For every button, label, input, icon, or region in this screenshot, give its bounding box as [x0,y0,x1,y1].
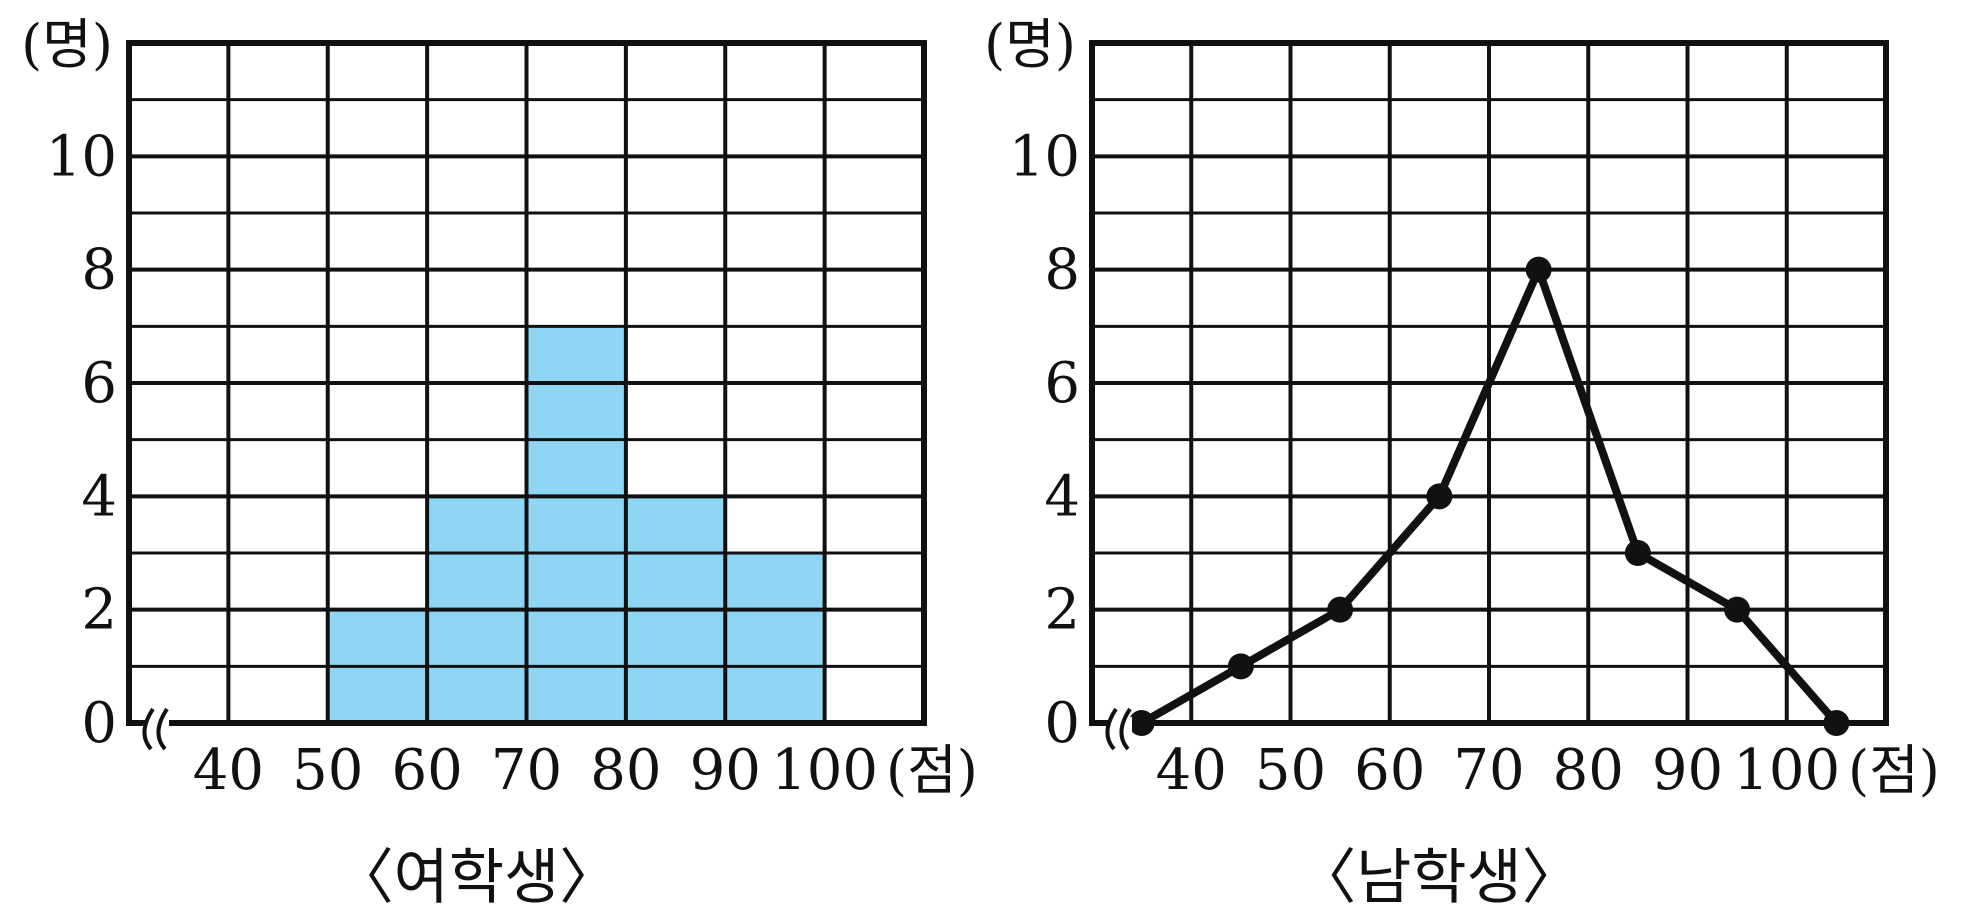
histogram-bar-4 [725,553,825,723]
axis-break-stroke [142,707,155,751]
x-tick-label: 40 [193,738,264,803]
histogram-bar-2 [526,326,626,723]
polygon-line [1139,258,1840,727]
polygon-point-1 [1227,653,1254,680]
x-tick-label: 90 [1652,738,1723,803]
x-tick-label: 90 [690,738,761,803]
x-tick-label: 100 [1733,738,1840,803]
x-axis-unit-label: (점) [886,739,978,802]
axis-break-stroke [156,707,169,751]
y-tick-label: 6 [81,351,117,416]
y-tick-label: 0 [1044,691,1080,756]
polygon-point-5 [1624,540,1651,566]
y-tick-label: 10 [46,124,117,189]
y-tick-label: 0 [81,691,117,756]
y-tick-label: 4 [81,464,117,529]
y-tick-label: 10 [1009,124,1080,189]
y-axis-unit-label: (명) [21,13,113,76]
y-axis-unit-label: (명) [984,13,1076,76]
plot-frame [126,40,927,726]
axis-break-stroke [1119,707,1132,751]
chart-title: 〈여학생〉 [334,843,620,913]
chart-title: 〈남학생〉 [1296,843,1582,913]
axis-tick-labels: 0 2 4 6 8 10 40 50 60 70 80 90 100 [1009,124,1840,803]
x-tick-label: 80 [1553,738,1624,803]
male-students-frequency-polygon: 0 2 4 6 8 10 40 50 60 70 80 90 100 (명) (점) 〈남학생〉 [984,13,1940,913]
y-tick-label: 6 [1044,351,1080,416]
x-tick-label: 50 [292,738,363,803]
x-axis-unit-label: (점) [1848,739,1940,802]
polygon-point-4 [1525,256,1552,283]
x-tick-label: 100 [771,738,878,803]
histogram-bars [327,326,825,723]
chart-grid [126,40,927,726]
polygon-point-6 [1724,596,1751,623]
x-tick-label: 50 [1255,738,1326,803]
x-tick-label: 60 [391,738,462,803]
axis-break-icon [142,707,169,751]
polygon-point-3 [1426,483,1453,510]
x-tick-label: 80 [590,738,661,803]
polygon-point-2 [1327,596,1354,623]
x-tick-label: 40 [1156,738,1227,803]
y-tick-label: 2 [81,578,117,643]
axis-break-icon [1105,707,1132,751]
axis-break-stroke [1105,707,1118,751]
y-tick-label: 8 [1044,238,1080,303]
female-students-histogram: 0 2 4 6 8 10 40 50 60 70 80 90 100 (명) (점) 〈여학생〉 [21,13,978,913]
y-tick-label: 2 [1044,578,1080,643]
polygon-series [1128,256,1850,736]
x-tick-label: 70 [491,738,562,803]
polygon-point-7 [1823,710,1850,736]
x-tick-label: 70 [1453,738,1524,803]
plot-frame [1089,40,1889,726]
axis-tick-labels: 0 2 4 6 8 10 40 50 60 70 80 90 100 [46,124,878,803]
y-tick-label: 4 [1044,464,1080,529]
x-tick-label: 60 [1354,738,1425,803]
polygon-point-0 [1128,710,1155,736]
y-tick-label: 8 [81,238,117,303]
